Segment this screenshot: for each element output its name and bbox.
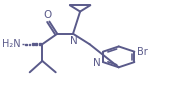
Text: N: N [93,58,101,68]
Polygon shape [29,44,30,45]
Polygon shape [32,43,34,45]
Polygon shape [39,43,41,45]
Text: N: N [70,36,78,46]
Text: Br: Br [137,47,148,57]
Text: H₂N: H₂N [2,39,21,49]
Text: O: O [43,10,51,20]
Polygon shape [35,43,37,45]
Polygon shape [25,44,27,45]
